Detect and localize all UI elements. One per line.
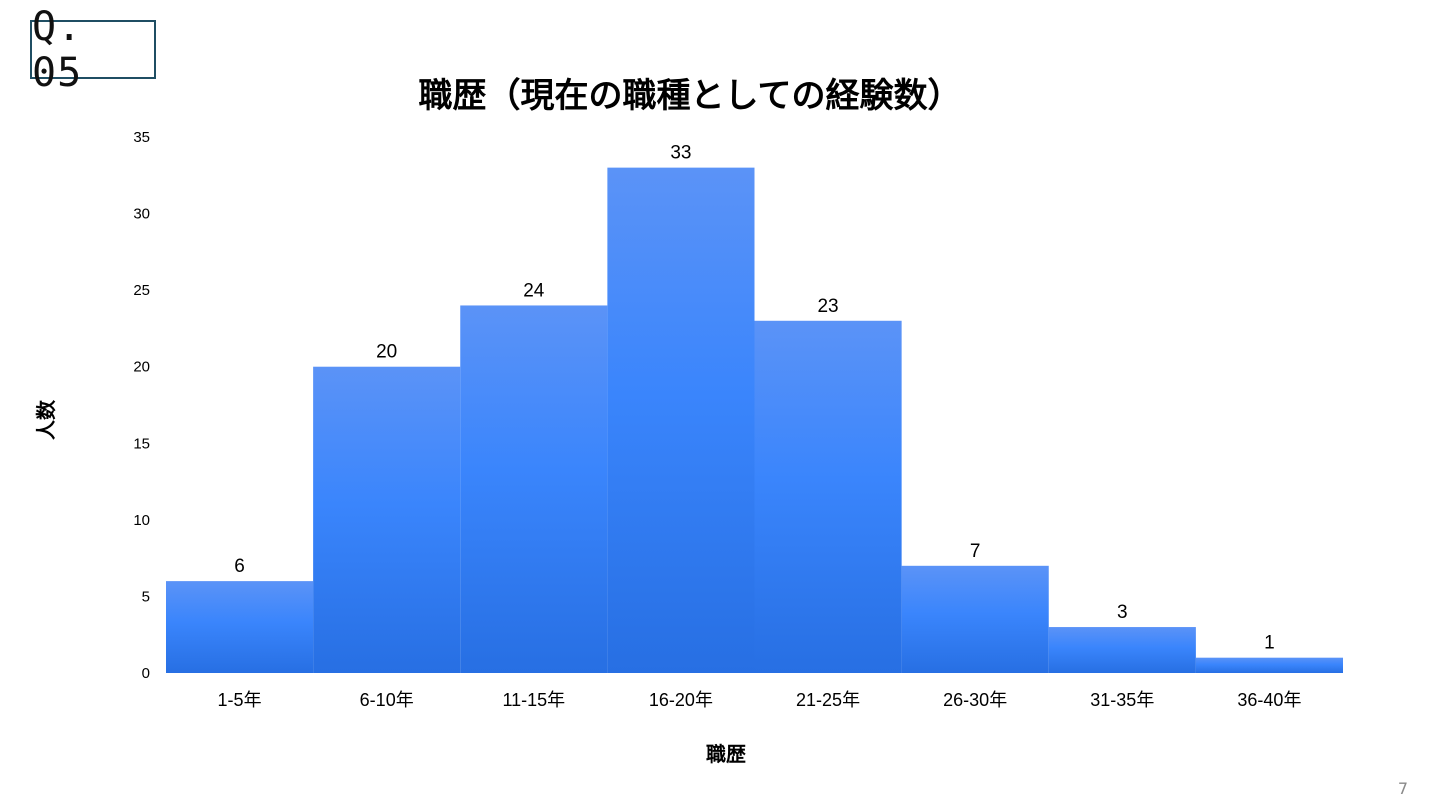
data-label: 1 [1264, 633, 1275, 654]
x-tick-label: 11-15年 [502, 690, 565, 710]
y-tick-label: 30 [133, 206, 150, 223]
data-label: 3 [1117, 602, 1128, 623]
page-number: 7 [1397, 779, 1408, 798]
bar [1048, 627, 1196, 673]
data-label: 23 [817, 296, 838, 317]
data-label: 24 [523, 280, 545, 301]
y-tick-label: 15 [133, 435, 150, 452]
y-tick-label: 35 [133, 129, 150, 146]
y-tick-label: 25 [133, 282, 150, 299]
x-tick-label: 36-40年 [1237, 690, 1301, 710]
x-axis-ticks: 1-5年 6-10年 11-15年 16-20年 21-25年 26-30年 31-35年 3… [218, 690, 1302, 710]
data-label: 20 [376, 342, 397, 363]
x-tick-label: 6-10年 [360, 690, 414, 710]
y-tick-label: 10 [133, 512, 150, 529]
x-tick-label: 21-25年 [796, 690, 860, 710]
bar [754, 320, 902, 673]
bar [166, 581, 314, 673]
bar [313, 366, 461, 673]
data-label: 6 [234, 556, 245, 577]
x-tick-label: 1-5年 [218, 690, 262, 710]
y-tick-label: 0 [142, 665, 150, 682]
x-axis-label: 職歴 [706, 743, 746, 766]
y-axis-ticks: 0 5 10 15 20 25 30 35 [133, 129, 150, 682]
bar [607, 167, 755, 673]
chart-title: 職歴（現在の職種としての経験数） [418, 76, 962, 116]
x-tick-label: 31-35年 [1090, 690, 1154, 710]
bars [166, 167, 1343, 673]
y-tick-label: 20 [133, 359, 150, 376]
x-tick-label: 16-20年 [649, 690, 713, 710]
y-axis-label: 人数 [34, 399, 58, 440]
bar [1195, 657, 1343, 673]
y-tick-label: 5 [142, 588, 150, 605]
data-label: 7 [970, 541, 981, 562]
x-tick-label: 26-30年 [943, 690, 1007, 710]
bar [460, 305, 608, 673]
bar [901, 565, 1049, 673]
data-label: 33 [670, 143, 691, 164]
data-labels: 6 20 24 33 23 7 3 1 [234, 143, 1274, 654]
